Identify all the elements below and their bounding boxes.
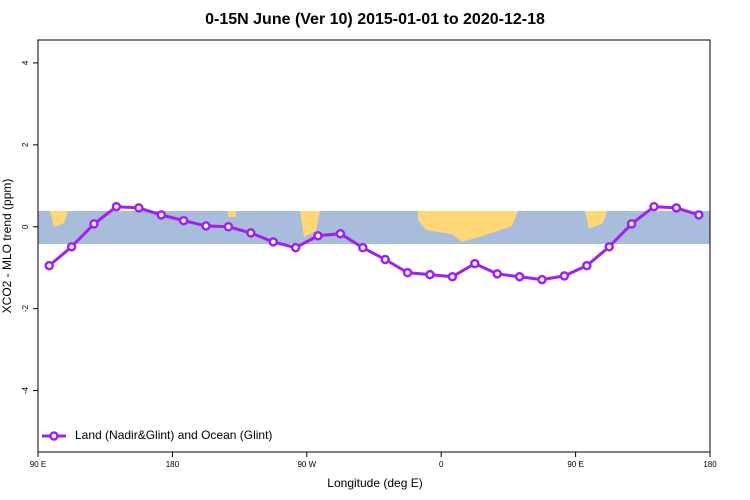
x-axis-label: Longitude (deg E) (327, 476, 422, 490)
data-point (694, 210, 704, 220)
y-tick-label: -4 (21, 386, 30, 394)
data-point (66, 242, 77, 252)
data-point (44, 260, 54, 271)
y-tick-label: 0 (21, 224, 30, 229)
data-point (470, 258, 480, 269)
ocean-band (38, 211, 710, 244)
x-tick-label: 90 E (30, 460, 46, 469)
data-point (335, 228, 346, 239)
data-point (313, 231, 323, 241)
data-point (604, 242, 614, 252)
x-tick-label: 90 W (297, 460, 316, 469)
legend-label: Land (Nadir&Glint) and Ocean (Glint) (75, 428, 272, 442)
y-tick-label: -2 (21, 305, 30, 313)
data-point (178, 215, 189, 226)
x-tick-label: 90 E (567, 460, 583, 469)
data-point (89, 219, 99, 229)
data-point (156, 210, 166, 220)
data-point (268, 237, 278, 247)
data-point (246, 228, 256, 238)
data-point (514, 271, 525, 282)
x-tick-label: 180 (703, 460, 717, 469)
map-band (38, 211, 710, 244)
data-point (290, 242, 301, 253)
x-tick-label: 0 (439, 460, 444, 469)
legend-marker (49, 431, 59, 441)
y-tick-label: 2 (21, 142, 30, 147)
data-point (223, 222, 234, 232)
plot-frame (37, 39, 711, 453)
data-point (358, 242, 368, 253)
land-shapes (50, 211, 607, 242)
data-point (671, 203, 682, 213)
y-tick-label: 4 (21, 60, 30, 65)
data-point (649, 201, 659, 212)
data-point (447, 271, 458, 282)
data-point (626, 219, 637, 229)
data-point (492, 269, 502, 279)
data-point (537, 274, 547, 285)
data-point (111, 201, 122, 212)
data-point (134, 203, 144, 213)
data-point (425, 269, 435, 280)
data-point (402, 267, 413, 278)
x-tick-label: 180 (166, 460, 180, 469)
chart-title: 0-15N June (Ver 10) 2015-01-01 to 2020-1… (205, 11, 545, 28)
y-axis-label: XCO2 - MLO trend (ppm) (0, 179, 14, 314)
data-point (582, 260, 592, 271)
data-point (559, 271, 570, 281)
data-point (380, 254, 390, 265)
data-point (201, 221, 211, 231)
